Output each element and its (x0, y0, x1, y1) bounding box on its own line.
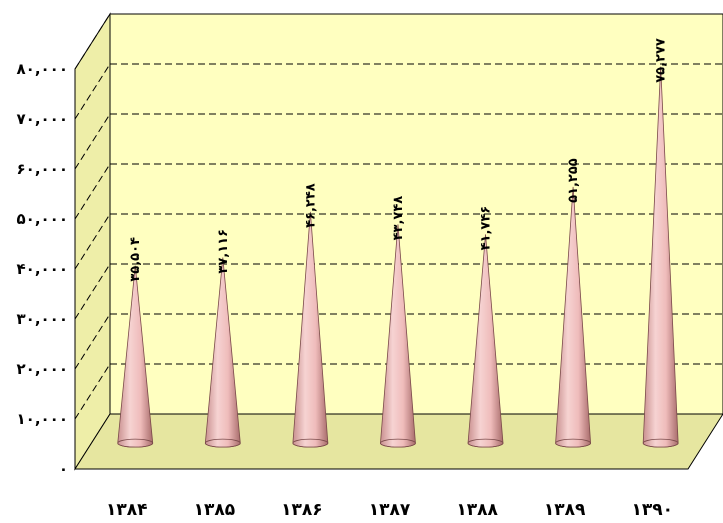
y-tick-label: ۱۰,۰۰۰ (17, 410, 68, 428)
x-tick-label: ۱۳۸۶ (281, 500, 323, 520)
side-wall (74, 12, 111, 471)
bar-cone (555, 186, 591, 448)
data-label: ۷۵,۲۷۷ (654, 38, 669, 83)
data-label: ۴۳,۷۴۸ (391, 196, 406, 241)
x-tick-label: ۱۳۹۰ (631, 500, 673, 520)
data-labels: ۳۵,۵۰۴ ۳۷,۱۱۶ ۴۶,۲۴۸ ۴۳,۷۴۸ ۴۱,۷۴۶ ۵۱,۲۵۵ ۷۵,۲… (128, 38, 668, 282)
bar-cone (642, 66, 679, 448)
y-tick-label: ۳۰,۰۰۰ (17, 310, 68, 328)
y-tick-label: ۵۰,۰۰۰ (17, 210, 68, 228)
x-tick-label: ۱۳۸۷ (369, 500, 411, 520)
y-tick-label: ۷۰,۰۰۰ (17, 110, 68, 128)
y-tick-label: ۲۰,۰۰۰ (17, 360, 68, 378)
x-axis-ticks: ۱۳۸۴ ۱۳۸۵ ۱۳۸۶ ۱۳۸۷ ۱۳۸۸ ۱۳۸۹ ۱۳۹۰ (106, 500, 673, 520)
y-axis-ticks: ۰ ۱۰,۰۰۰ ۲۰,۰۰۰ ۳۰,۰۰۰ ۴۰,۰۰۰ ۵۰,۰۰۰ ۶۰,۰۰۰ ۷۰,… (17, 60, 68, 478)
gridlines (74, 13, 723, 420)
data-label: ۳۷,۱۱۶ (216, 229, 231, 274)
data-label: ۴۱,۷۴۶ (479, 206, 494, 251)
y-tick-label: ۸۰,۰۰۰ (17, 60, 68, 78)
x-tick-label: ۱۳۸۸ (456, 500, 498, 520)
bar-cone (117, 265, 154, 448)
y-tick-label: ۶۰,۰۰۰ (17, 160, 68, 178)
data-label: ۴۶,۲۴۸ (303, 183, 318, 228)
data-series (117, 66, 679, 448)
bar-cone (292, 211, 329, 448)
bar-cone (467, 234, 504, 448)
x-tick-label: ۱۳۸۴ (106, 500, 148, 520)
x-tick-label: ۱۳۸۵ (194, 500, 236, 520)
x-tick-label: ۱۳۸۹ (544, 500, 586, 520)
bar-cone (204, 257, 241, 448)
y-tick-label: ۴۰,۰۰۰ (17, 260, 68, 278)
bar-cone (380, 224, 416, 448)
data-label: ۵۱,۲۵۵ (566, 158, 581, 203)
data-label: ۳۵,۵۰۴ (128, 237, 143, 282)
y-tick-label: ۰ (59, 460, 68, 478)
